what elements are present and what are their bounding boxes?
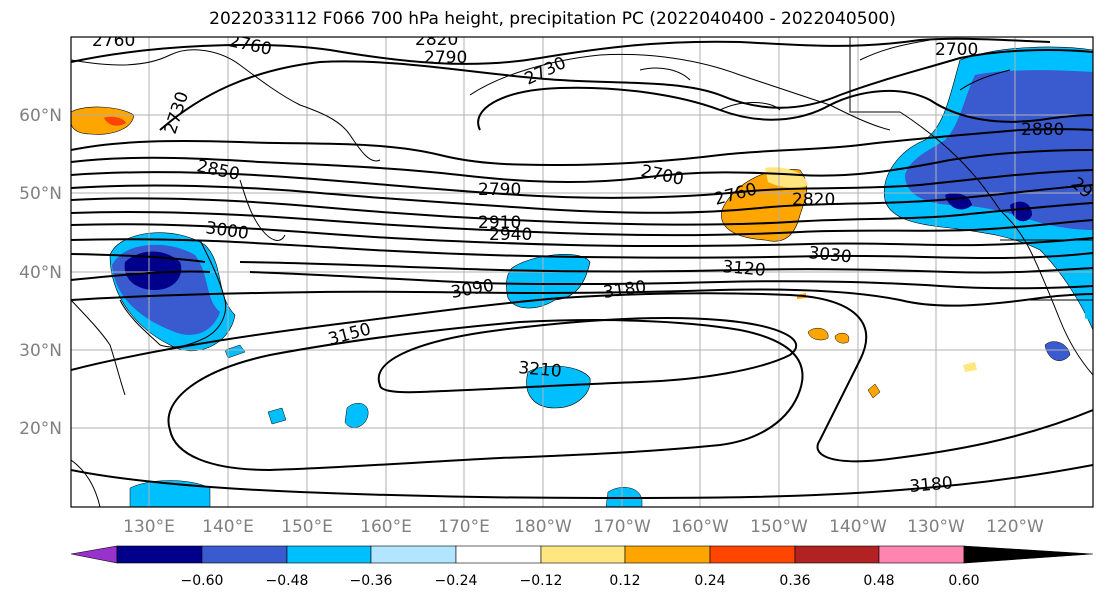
lat-label: 30°N (19, 341, 62, 361)
colorbar-extend-high (963, 545, 1094, 564)
map-frame (70, 36, 1094, 508)
contour-label: 3210 (518, 358, 563, 382)
colorbar-bin (794, 545, 880, 564)
height-contours (71, 37, 1093, 500)
contour-label: 2940 (489, 225, 532, 245)
lon-label: 150°W (750, 517, 808, 537)
lon-label: 140°W (829, 517, 887, 537)
lon-label: 180°W (514, 517, 572, 537)
lat-label: 40°N (19, 263, 62, 283)
colorbar-tick-label: 0.24 (694, 573, 725, 589)
lat-label: 50°N (19, 184, 62, 204)
colorbar-extend-low (70, 545, 118, 564)
lon-label: 130°E (123, 517, 175, 537)
contour-label: 2880 (1021, 120, 1064, 140)
contour-label: 2760 (92, 31, 135, 51)
colorbar-tick-label: −0.48 (266, 573, 309, 589)
colorbar-tick-label: 0.12 (609, 573, 640, 589)
colorbar-tick-label: 0.36 (779, 573, 810, 589)
colorbar-bin (370, 545, 457, 564)
colorbar-bin (878, 545, 965, 564)
colorbar-bin (709, 545, 796, 564)
colorbar-tick-label: 0.60 (948, 573, 979, 589)
contour-label: 2790 (478, 180, 521, 200)
lon-label: 160°E (360, 517, 412, 537)
contour-label: 2820 (792, 190, 835, 210)
latitude-labels: 60°N 50°N 40°N 30°N 20°N (19, 106, 62, 439)
contour-label: 3180 (909, 473, 954, 497)
colorbar-tick-label: 0.48 (863, 573, 894, 589)
longitude-labels: 130°E 140°E 150°E 160°E 170°E 180°W 170°… (123, 517, 1044, 537)
contour-label: 3120 (722, 257, 767, 281)
lon-label: 120°W (986, 517, 1044, 537)
lat-label: 20°N (19, 419, 62, 439)
colorbar-tick-label: −0.24 (435, 573, 478, 589)
contour-label: 3030 (807, 243, 852, 267)
lon-label: 140°E (202, 517, 254, 537)
colorbar-tick-label: −0.36 (350, 573, 393, 589)
colorbar: −0.60 −0.48 −0.36 −0.24 −0.12 0.12 0.24 … (70, 545, 1094, 589)
lon-label: 150°E (281, 517, 333, 537)
lon-label: 130°W (907, 517, 965, 537)
colorbar-bin (116, 545, 203, 564)
figure-title: 2022033112 F066 700 hPa height, precipit… (209, 9, 896, 29)
colorbar-bin (286, 545, 372, 564)
contour-label: 2910 (478, 213, 521, 233)
colorbar-tick-label: −0.12 (520, 573, 563, 589)
gridlines (71, 37, 1093, 507)
colorbar-bin (455, 545, 542, 564)
lat-label: 60°N (19, 106, 62, 126)
lon-label: 170°W (593, 517, 651, 537)
contour-label: 2700 (935, 40, 978, 60)
colorbar-tick-label: −0.60 (181, 573, 224, 589)
contour-label: 2820 (415, 30, 458, 50)
colorbar-bin (201, 545, 288, 564)
contour-label: 2790 (424, 48, 467, 68)
lon-label: 170°E (438, 517, 490, 537)
colorbar-ticks: −0.60 −0.48 −0.36 −0.24 −0.12 0.12 0.24 … (181, 573, 980, 589)
colorbar-bin (624, 545, 711, 564)
lon-label: 160°W (671, 517, 729, 537)
colorbar-bin (540, 545, 626, 564)
